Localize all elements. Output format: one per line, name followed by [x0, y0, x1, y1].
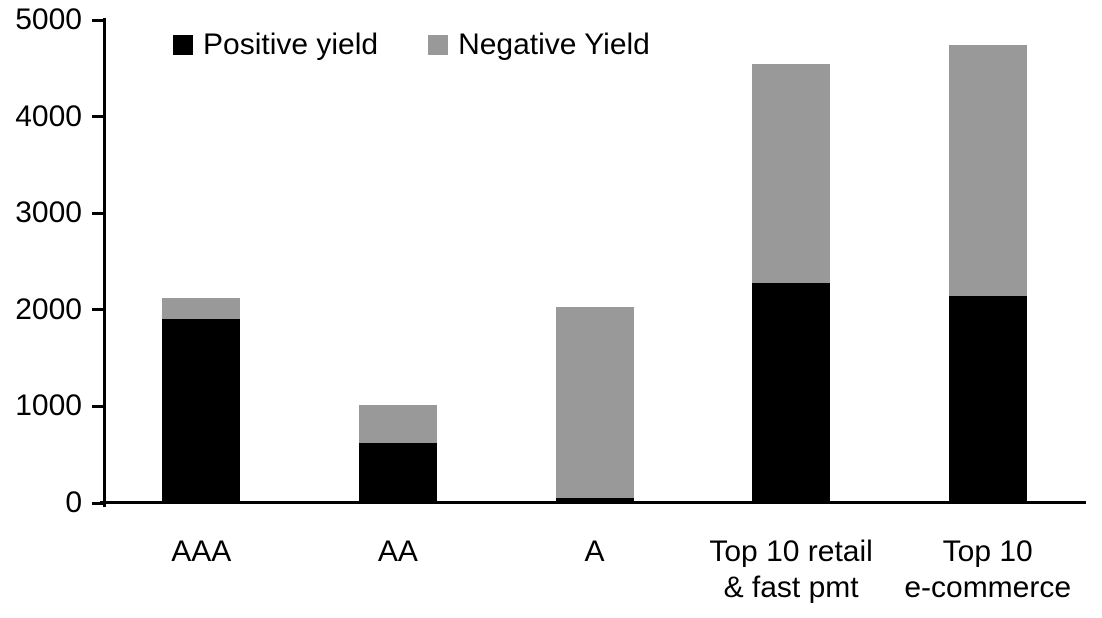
y-tick-label: 0 — [65, 486, 82, 519]
y-tick-label: 2000 — [15, 292, 82, 326]
bar-segment-positive-yield — [162, 319, 241, 503]
x-axis-label: Top 10 e-commerce — [904, 535, 1072, 604]
y-axis-tick — [92, 211, 103, 215]
bar-segment-negative-yield — [948, 45, 1027, 297]
bar-segment-negative-yield — [555, 306, 634, 499]
y-tick-label: 3000 — [15, 196, 82, 230]
bar-segment-negative-yield — [358, 405, 437, 444]
bar-segment-positive-yield — [752, 282, 831, 503]
y-tick-label: 4000 — [15, 99, 82, 133]
chart-legend: Positive yield Negative Yield — [173, 28, 650, 62]
x-axis-label: AAA — [171, 535, 232, 568]
x-axis-label: AA — [377, 535, 418, 568]
y-tick-label: 1000 — [15, 389, 82, 423]
y-axis-tick — [92, 404, 103, 408]
legend-item-negative-yield: Negative Yield — [428, 28, 650, 62]
y-axis-tick — [92, 308, 103, 312]
bar-segment-positive-yield — [948, 296, 1027, 503]
y-axis-tick — [92, 501, 103, 505]
bar-segment-negative-yield — [752, 64, 831, 283]
legend-label-positive-yield: Positive yield — [203, 28, 379, 61]
legend-label-negative-yield: Negative Yield — [458, 28, 650, 61]
x-axis-label: A — [584, 535, 605, 568]
y-axis-tick — [92, 18, 103, 22]
bar-segment-negative-yield — [162, 298, 241, 320]
bar-segment-positive-yield — [555, 498, 634, 503]
legend-item-positive-yield: Positive yield — [173, 28, 378, 62]
bar-segment-positive-yield — [358, 443, 437, 503]
y-axis-tick — [92, 115, 103, 119]
legend-swatch-positive-yield-icon — [173, 35, 193, 55]
y-tick-label: 5000 — [15, 3, 82, 36]
legend-swatch-negative-yield-icon — [428, 35, 449, 55]
y-axis-line — [103, 18, 106, 507]
x-axis-label: Top 10 retail & fast pmt — [709, 535, 873, 604]
